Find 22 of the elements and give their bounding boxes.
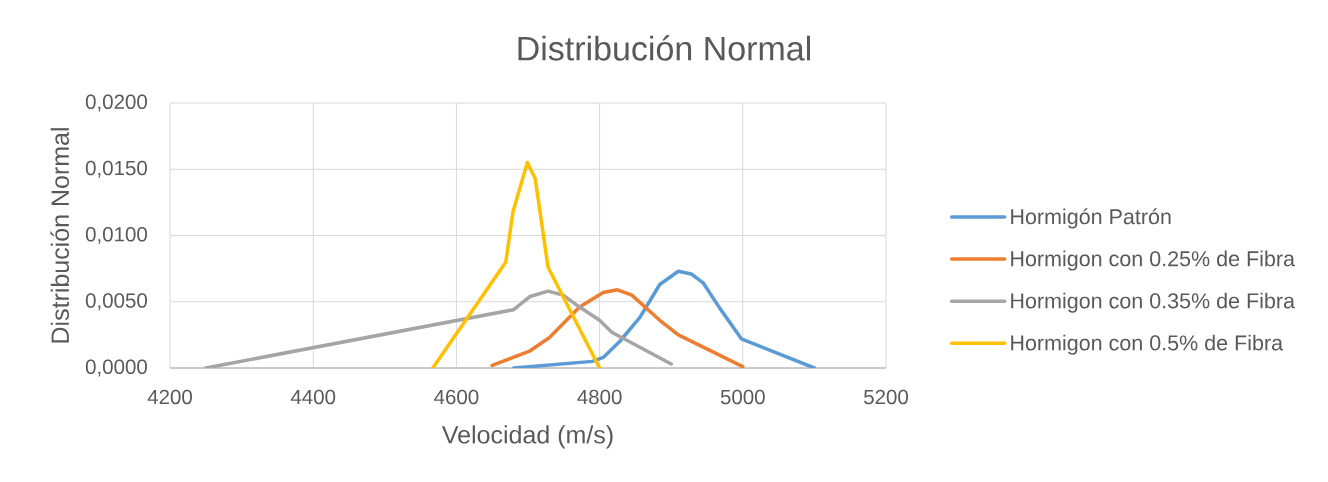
line-series xyxy=(204,289,673,368)
y-tick-label: 0,0200 xyxy=(85,94,147,112)
line-series xyxy=(511,269,817,368)
x-tick-label: 4200 xyxy=(147,389,192,405)
x-tick-label: 5200 xyxy=(864,389,908,405)
line-series xyxy=(490,288,745,368)
line-series xyxy=(431,160,602,368)
x-tick-label: 4400 xyxy=(290,389,336,405)
legend-label: Hormigon con 0.35% de Fibra xyxy=(1011,292,1295,313)
legend-label: Hormigon con 0.5% de Fibra xyxy=(1011,334,1284,355)
legend-label: Hormigón Patrón xyxy=(1011,208,1171,229)
x-tick-label: 4800 xyxy=(577,389,622,405)
x-axis-title: Velocidad (m/s) xyxy=(441,425,613,449)
x-tick-label: 4600 xyxy=(434,389,479,405)
chart-title: Distribución Normal xyxy=(518,35,810,61)
legend-label: Hormigon con 0.25% de Fibra xyxy=(1011,250,1295,271)
y-tick-label: 0,0000 xyxy=(85,359,147,377)
y-tick-label: 0,0050 xyxy=(85,293,147,311)
y-tick-label: 0,0100 xyxy=(85,227,147,244)
x-tick-label: 5000 xyxy=(720,389,765,405)
y-axis-title: Distribución Normal xyxy=(50,128,70,343)
y-tick-label: 0,0150 xyxy=(85,160,147,178)
